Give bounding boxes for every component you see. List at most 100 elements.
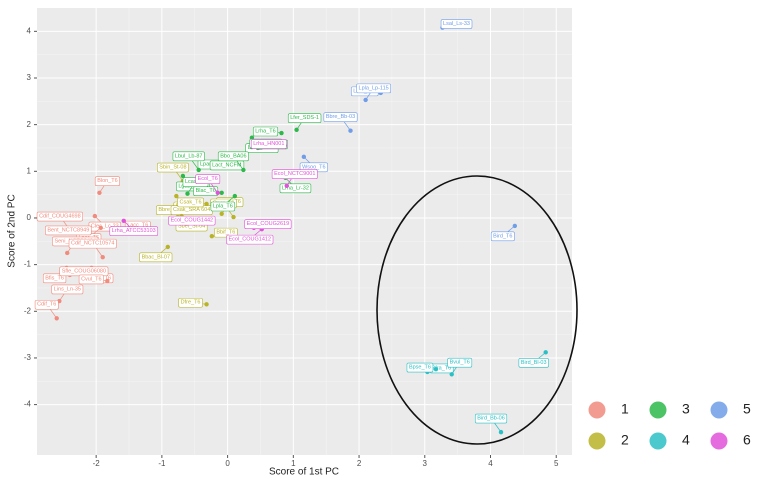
legend-key — [710, 401, 728, 419]
x-tick-label: -1 — [158, 459, 166, 468]
y-tick-label: 2 — [27, 120, 32, 129]
label-box — [42, 273, 67, 284]
point — [174, 193, 179, 199]
point — [241, 167, 246, 173]
label-box — [78, 274, 104, 285]
point-label-text: Lbul_Lb-87 — [175, 153, 203, 159]
y-tick-label: -3 — [24, 353, 32, 362]
point — [284, 183, 289, 188]
grid — [37, 8, 572, 455]
point-label-text: Lsal_Ls-33 — [443, 21, 470, 27]
x-tick-label: 2 — [357, 459, 362, 468]
label-box — [406, 362, 434, 373]
point — [105, 278, 110, 284]
legend-label: 5 — [743, 401, 751, 417]
point — [219, 211, 224, 216]
point — [433, 366, 439, 372]
label-box — [34, 299, 59, 310]
legend-key — [588, 401, 606, 419]
point-label-text: Lpla_Lp-115 — [359, 85, 389, 91]
legend-key — [649, 401, 667, 419]
label-box — [226, 234, 274, 245]
point-label: Bfis_T6 — [42, 273, 67, 284]
point-label-text: Csak_T6 — [180, 199, 202, 205]
point-label: Ecol_COUG2619 — [244, 219, 292, 230]
x-tick-label: 3 — [423, 459, 428, 468]
label-box — [518, 358, 549, 368]
label-box — [474, 413, 508, 424]
point-label-text: Lrha_T6 — [255, 129, 276, 135]
point-label-text: Wsoo_T6 — [302, 164, 326, 170]
point-label-text: Lrha_ATCC53103 — [112, 228, 156, 234]
point-label: Cdif_NCTC10574 — [68, 238, 117, 249]
point-label: Sfle_COUG06080 — [59, 266, 109, 277]
y-tick-label: 3 — [27, 73, 32, 82]
point-label: Lbul_Lb-87 — [172, 151, 205, 162]
x-tick-label: 0 — [225, 459, 230, 468]
legend: 1 2 3 4 5 6 — [588, 401, 751, 450]
label-box — [356, 83, 392, 94]
point-label-text: Bvul_T6 — [450, 360, 470, 366]
point-label-text: Lins_Ln-35 — [54, 286, 81, 292]
y-tick-label: -1 — [24, 260, 32, 269]
point-label-text: Ecol_T6 — [198, 176, 218, 182]
point-label: Bpse_T6 — [406, 362, 434, 373]
x-axis-label: Score of 1st PC — [269, 467, 339, 477]
point-label-text: Bird_Bl-03 — [521, 360, 547, 366]
point-label: Bvul_T6 — [447, 357, 473, 368]
point-label: Cvul_T6 — [78, 274, 104, 285]
label-box — [45, 225, 92, 236]
point-label-text: Bfra_T6 — [432, 365, 452, 371]
point — [185, 191, 190, 196]
label-box — [252, 126, 279, 137]
point-label: Bbre_Bb-03 — [323, 112, 358, 122]
point-label: Csak_T6 — [177, 197, 204, 208]
y-tick-label: 0 — [27, 213, 32, 222]
point-label: Lins_Ln-35 — [51, 284, 84, 295]
point-label-text: Lfer_SDS-1 — [290, 115, 319, 121]
point-label-text: Blon_T6 — [97, 178, 118, 184]
point-label-text: Bent_NCTC8949 — [47, 227, 89, 233]
label-box — [51, 284, 84, 295]
label-box — [244, 219, 292, 230]
point — [204, 201, 209, 207]
point-label: Ecol_T6 — [195, 174, 221, 185]
point — [100, 254, 105, 260]
point — [65, 250, 70, 256]
label-box — [68, 238, 117, 249]
point-label-text: Cdif_COUG4698 — [39, 214, 81, 220]
point-label-text: Sfle_COUG06080 — [62, 268, 106, 274]
x-tick-label: 5 — [554, 459, 559, 468]
point-label: Bent_NCTC8949 — [45, 225, 92, 236]
label-box — [440, 19, 473, 29]
point — [219, 190, 224, 195]
point-label: Ecol_COUG1412 — [226, 234, 274, 245]
point-label-text: Lpla_T6 — [213, 203, 233, 209]
point — [279, 130, 284, 136]
y-tick-label: -2 — [24, 306, 32, 315]
label-box — [178, 297, 203, 308]
point-label: Sbin_St-08 — [156, 162, 189, 173]
label-box — [210, 201, 236, 212]
point-label: Lrha_Lr-32 — [279, 183, 312, 194]
point-label: Bbac_Bl-07 — [139, 252, 173, 263]
label-box — [217, 151, 249, 162]
point — [54, 316, 59, 321]
point-label: Bird_Bl-03 — [518, 358, 549, 368]
point-label: Lrha_HN001 — [250, 139, 287, 149]
point-label-text: Cdif_T6 — [37, 302, 56, 308]
label-box — [323, 112, 358, 122]
y-tick-label: 1 — [27, 166, 32, 175]
point — [498, 429, 504, 435]
point-label-text: Csak_SRA 604 — [173, 207, 210, 213]
point — [215, 190, 220, 195]
legend-label: 6 — [743, 432, 751, 448]
point-label: Bird_T6 — [490, 231, 515, 242]
point-label-text: Bbif_T6 — [216, 230, 235, 236]
point — [232, 193, 238, 199]
point — [121, 218, 126, 223]
point — [97, 190, 102, 195]
point — [449, 372, 454, 377]
label-box — [250, 139, 287, 149]
